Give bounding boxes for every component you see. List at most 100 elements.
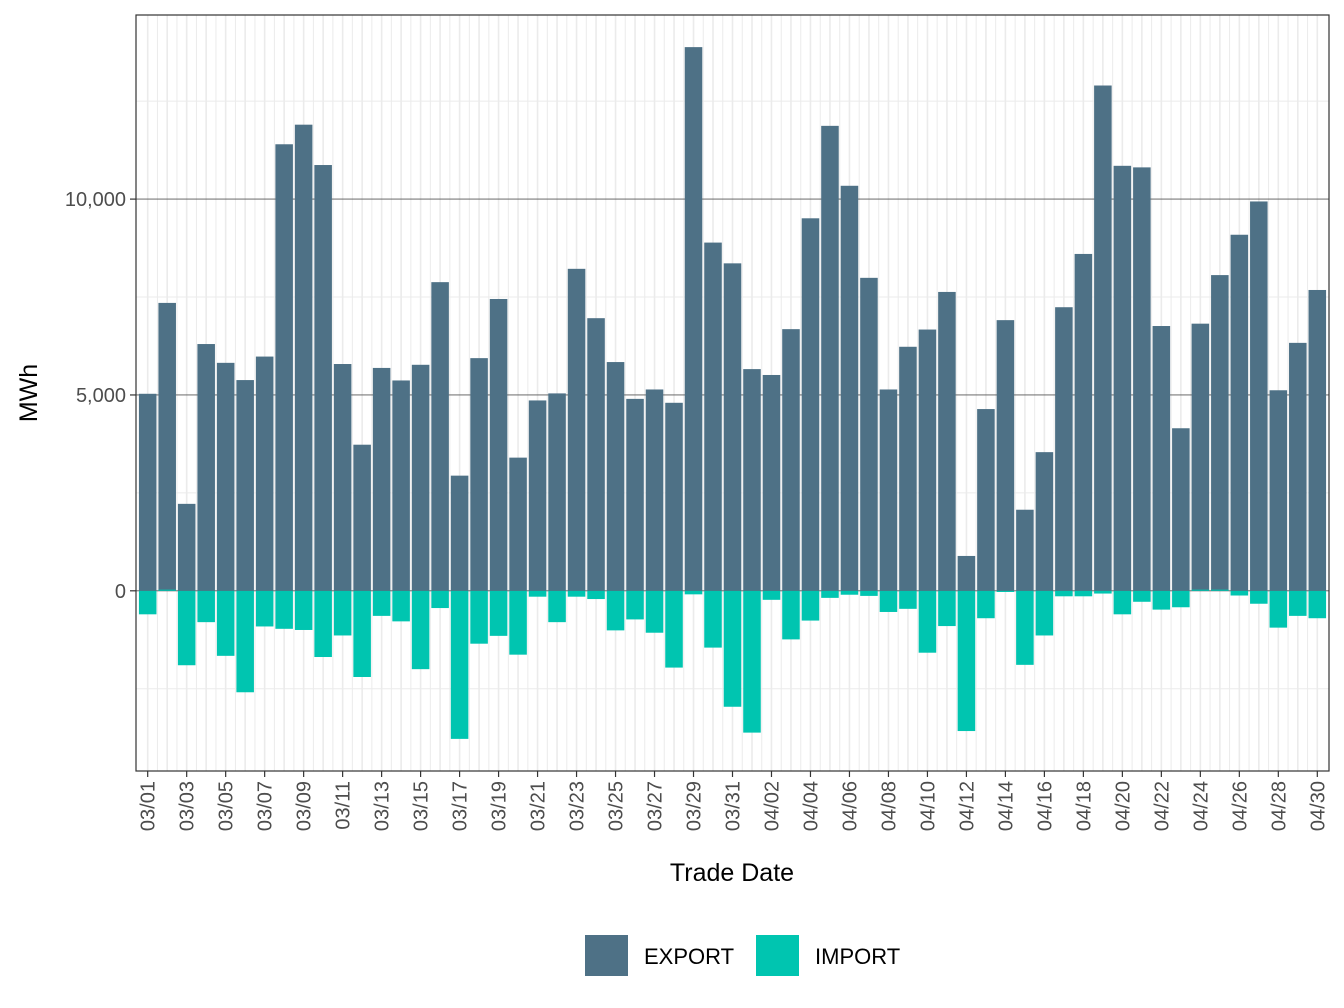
x-tick-label: 03/19 <box>489 781 511 831</box>
x-tick-label: 04/06 <box>839 781 861 831</box>
bar-import-04-23 <box>1172 590 1190 608</box>
x-tick-label: 04/18 <box>1073 781 1095 831</box>
bar-import-03-06 <box>236 590 254 693</box>
bar-export-03-30 <box>704 242 722 591</box>
legend-label-export: EXPORT <box>644 944 734 969</box>
bar-export-04-06 <box>840 185 859 591</box>
bar-export-03-02 <box>158 302 176 591</box>
bar-import-03-08 <box>275 590 293 629</box>
bar-import-04-16 <box>1035 590 1054 636</box>
bar-import-03-01 <box>138 590 157 615</box>
x-tick-label: 03/25 <box>606 781 628 831</box>
bar-import-04-15 <box>1016 590 1034 665</box>
bar-import-03-22 <box>548 590 566 623</box>
bar-import-04-11 <box>938 590 956 627</box>
bar-import-04-22 <box>1152 590 1171 610</box>
bar-export-04-05 <box>821 125 839 591</box>
bar-export-03-16 <box>431 282 449 591</box>
bar-import-03-17 <box>450 590 469 739</box>
bar-import-04-14 <box>996 590 1015 592</box>
bar-import-04-12 <box>957 590 976 732</box>
bar-export-03-19 <box>489 298 508 591</box>
bar-export-04-08 <box>879 389 898 591</box>
bar-export-03-20 <box>509 457 527 591</box>
bar-export-04-03 <box>782 329 800 591</box>
bar-export-03-18 <box>470 358 488 591</box>
bar-import-03-23 <box>567 590 586 597</box>
bar-export-04-30 <box>1308 289 1327 591</box>
legend-key-export <box>585 935 628 976</box>
bar-export-03-13 <box>372 367 391 591</box>
bar-import-04-09 <box>899 590 917 609</box>
bar-export-03-24 <box>587 318 605 591</box>
bar-import-04-21 <box>1133 590 1151 602</box>
bar-export-04-23 <box>1172 428 1190 591</box>
bar-export-03-01 <box>138 393 157 591</box>
bar-import-03-15 <box>411 590 430 670</box>
bar-import-03-25 <box>606 590 625 631</box>
bar-import-03-09 <box>294 590 313 630</box>
x-axis: 03/01 03/03 03/05 03/07 03/09 03/11 03/13 03/15… <box>138 771 1329 831</box>
bar-export-03-11 <box>333 364 352 591</box>
bar-import-03-29 <box>684 590 703 595</box>
y-axis-title: MWh <box>15 364 43 422</box>
bar-export-03-23 <box>567 268 586 591</box>
bar-export-03-26 <box>626 398 644 591</box>
bar-export-03-05 <box>216 362 235 591</box>
bar-export-03-21 <box>528 400 547 591</box>
bar-import-03-30 <box>704 590 722 648</box>
bar-export-03-06 <box>236 380 254 591</box>
x-tick-label: 03/21 <box>528 781 550 831</box>
legend-key-import <box>756 935 799 976</box>
x-tick-label: 03/07 <box>255 781 277 831</box>
bar-export-04-13 <box>977 409 995 591</box>
bar-export-04-15 <box>1016 509 1034 591</box>
bar-import-03-31 <box>723 590 742 707</box>
bar-import-03-20 <box>509 590 527 655</box>
bar-import-03-10 <box>314 590 332 658</box>
bar-export-04-28 <box>1269 390 1288 591</box>
bar-import-03-11 <box>333 590 352 636</box>
bar-import-04-29 <box>1289 590 1307 616</box>
x-tick-label: 03/23 <box>567 781 589 831</box>
bar-import-04-01 <box>743 590 761 733</box>
bar-export-04-04 <box>801 218 820 591</box>
bar-import-03-21 <box>528 590 547 597</box>
bar-export-04-07 <box>860 277 878 591</box>
x-tick-label: 03/27 <box>645 781 667 831</box>
bar-export-03-10 <box>314 165 332 591</box>
bar-import-04-30 <box>1308 590 1327 619</box>
x-tick-label: 03/13 <box>372 781 394 831</box>
bar-export-04-27 <box>1250 201 1268 591</box>
bar-import-04-25 <box>1211 589 1229 591</box>
bar-import-03-16 <box>431 590 449 609</box>
bar-import-04-04 <box>801 590 820 621</box>
bar-import-04-24 <box>1191 589 1210 591</box>
bar-export-04-01 <box>743 369 761 591</box>
x-tick-label: 03/31 <box>723 781 745 831</box>
bar-export-03-12 <box>353 444 371 591</box>
x-tick-label: 03/29 <box>684 781 706 831</box>
bar-import-03-28 <box>665 590 683 668</box>
grid-minor <box>136 15 1329 771</box>
y-tick-label: 0 <box>115 581 126 603</box>
x-axis-title: Trade Date <box>670 859 794 887</box>
bar-import-04-19 <box>1094 590 1112 594</box>
bar-export-03-03 <box>177 503 196 591</box>
bar-import-03-26 <box>626 590 644 620</box>
bar-import-04-10 <box>918 590 937 653</box>
bar-export-04-16 <box>1035 452 1054 591</box>
bar-export-04-02 <box>762 374 781 591</box>
bar-import-03-18 <box>470 590 488 644</box>
x-tick-label: 03/05 <box>216 781 238 831</box>
bar-import-03-27 <box>645 590 664 633</box>
bar-import-03-04 <box>197 590 215 623</box>
bar-export-04-19 <box>1094 85 1112 591</box>
bar-export-03-15 <box>411 364 430 591</box>
legend-label-import: IMPORT <box>815 944 900 969</box>
bar-export-03-22 <box>548 393 566 591</box>
bar-import-03-24 <box>587 590 605 600</box>
bar-import-04-17 <box>1055 590 1073 597</box>
bar-import-04-05 <box>821 590 839 598</box>
x-tick-label: 03/17 <box>450 781 472 831</box>
